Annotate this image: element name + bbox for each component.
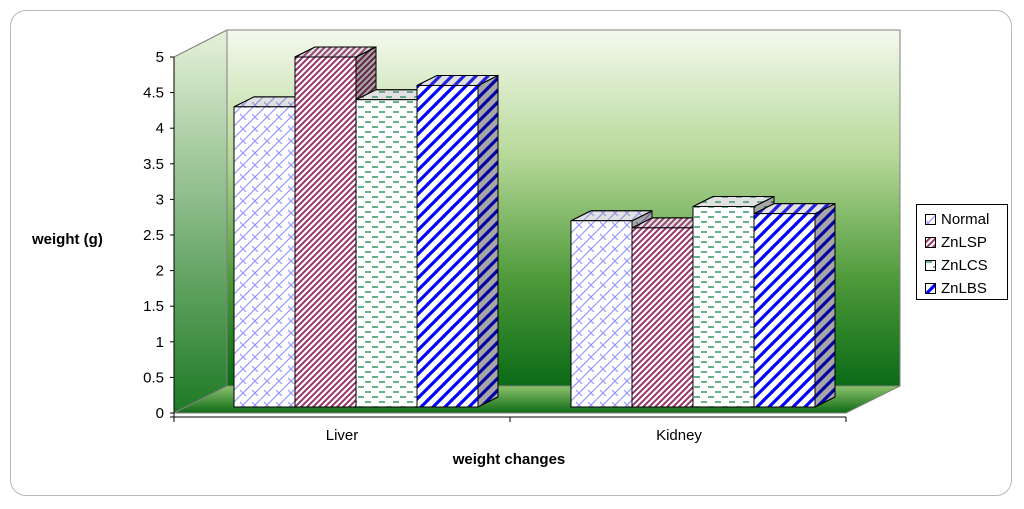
bar-side-shade — [814, 202, 836, 408]
y-tick-label: 3.5 — [143, 156, 164, 173]
bars-group — [233, 46, 836, 408]
legend-label-znlbs: ZnLBS — [941, 279, 987, 297]
bar-front-face — [753, 213, 816, 408]
legend-label-normal: Normal — [941, 210, 990, 228]
bar-znlbs-kidney — [753, 202, 836, 408]
x-tick-label-liver: Liver — [326, 427, 359, 444]
y-tick-label: 1.5 — [143, 298, 164, 315]
legend-item-znlcs: ZnLCS — [925, 256, 988, 274]
legend-label-znlsp: ZnLSP — [941, 233, 987, 251]
y-tick-label: 1 — [156, 334, 164, 351]
legend-item-znlsp: ZnLSP — [925, 233, 987, 251]
legend-item-normal: Normal — [925, 210, 989, 228]
bar-front-face — [233, 106, 296, 408]
y-tick-label: 3 — [156, 191, 164, 208]
y-tick-label: 0 — [156, 405, 164, 422]
legend-swatch-normal — [925, 213, 936, 225]
bar-front-face — [294, 56, 357, 408]
x-tick-label-kidney: Kidney — [656, 427, 702, 444]
bar-znlbs-liver — [416, 74, 499, 408]
y-tick-label: 2 — [156, 263, 164, 280]
y-axis-title: weight (g) — [31, 231, 103, 248]
side-wall — [173, 29, 228, 414]
legend-item-znlbs: ZnLBS — [925, 279, 987, 297]
legend-swatch-znlbs — [925, 282, 936, 294]
bar-front-face — [692, 206, 755, 408]
x-axis-categories: Liver Kidney — [173, 417, 847, 444]
legend-swatch-znlcs — [925, 259, 936, 271]
y-tick-label: 4.5 — [143, 85, 164, 102]
y-axis-ticks: 0 0.5 1 1.5 2 2.5 3 3.5 4 4.5 5 — [143, 49, 174, 422]
legend: Normal ZnLSP ZnLCS ZnLBS — [916, 204, 1008, 300]
y-tick-label: 2.5 — [143, 227, 164, 244]
bar-side-shade — [477, 74, 499, 408]
y-tick-label: 0.5 — [143, 369, 164, 386]
bar-front-face — [355, 99, 418, 408]
bar-front-face — [570, 220, 633, 408]
legend-swatch-znlsp — [925, 236, 936, 248]
legend-label-znlcs: ZnLCS — [941, 256, 988, 274]
y-tick-label: 4 — [156, 120, 164, 137]
y-tick-label: 5 — [156, 49, 164, 66]
bar-front-face — [416, 84, 479, 408]
x-axis-title: weight changes — [452, 451, 566, 468]
bar-front-face — [631, 227, 694, 408]
